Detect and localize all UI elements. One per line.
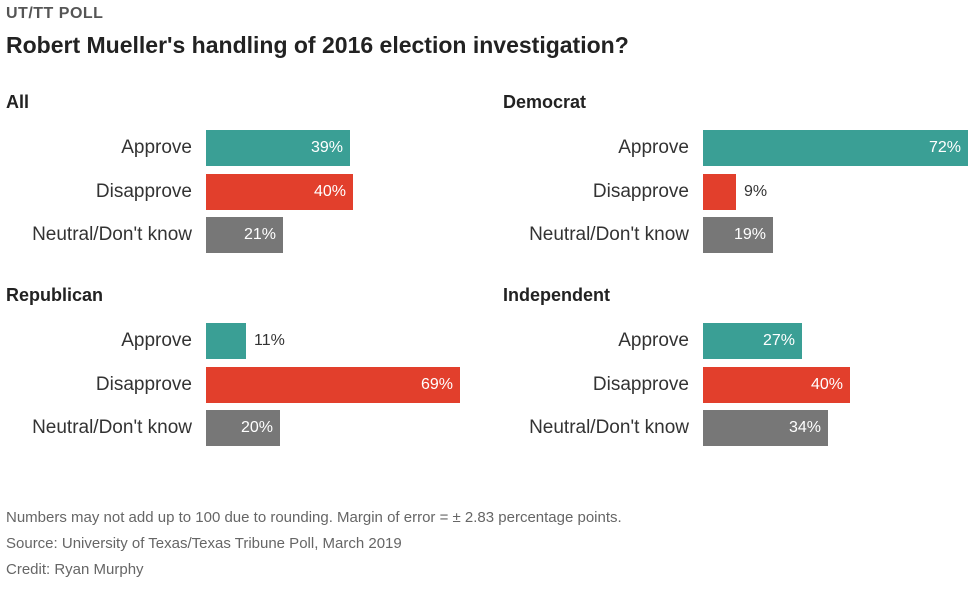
bar-value-label: 34% bbox=[788, 419, 821, 436]
bar-row: Neutral/Don't know 21% bbox=[6, 217, 496, 253]
panel-title: All bbox=[6, 92, 30, 112]
chart-title: Robert Mueller's handling of 2016 electi… bbox=[6, 32, 629, 58]
bar-row: Disapprove 69% bbox=[6, 367, 496, 403]
bar-neutral-don-t-know bbox=[206, 410, 280, 446]
chart-kicker: UT/TT POLL bbox=[6, 5, 104, 22]
bar-row: Disapprove 40% bbox=[503, 367, 980, 403]
bar-value-label: 72% bbox=[928, 139, 961, 156]
bar-value-label: 40% bbox=[810, 376, 843, 393]
bar-row: Disapprove 40% bbox=[6, 174, 496, 210]
bar-approve bbox=[206, 130, 350, 166]
bar-row: Disapprove 9% bbox=[503, 174, 980, 210]
panel-republican: Republican Approve 11% Disapprove 69% Neutral… bbox=[6, 285, 496, 470]
bar-row: Approve 39% bbox=[6, 130, 496, 166]
category-label: Approve bbox=[121, 330, 192, 351]
bar-disapprove bbox=[206, 367, 460, 403]
panel-title: Republican bbox=[6, 285, 104, 305]
bar-value-label: 40% bbox=[313, 183, 346, 200]
footer-note: Numbers may not add up to 100 due to rou… bbox=[6, 509, 622, 526]
bar-neutral-don-t-know bbox=[703, 410, 828, 446]
category-label: Neutral/Don't know bbox=[529, 417, 689, 438]
bar-value-label: 21% bbox=[243, 226, 276, 243]
bar-neutral-don-t-know bbox=[703, 217, 773, 253]
panel-all: All Approve 39% Disapprove 40% Neutral/Don't … bbox=[6, 92, 496, 277]
footer-credit: Credit: Ryan Murphy bbox=[6, 561, 144, 578]
category-label: Disapprove bbox=[592, 181, 689, 202]
panel-democrat: Democrat Approve 72% Disapprove 9% Neutral/Do… bbox=[503, 92, 980, 277]
bar-value-label: 69% bbox=[420, 376, 453, 393]
bar-neutral-don-t-know bbox=[206, 217, 283, 253]
bar-approve bbox=[703, 323, 802, 359]
bar-row: Approve 27% bbox=[503, 323, 980, 359]
category-label: Disapprove bbox=[592, 374, 689, 395]
bar-disapprove bbox=[703, 367, 850, 403]
bar-value-label: 11% bbox=[254, 332, 285, 349]
panel-independent: Independent Approve 27% Disapprove 40% Neutra… bbox=[503, 285, 980, 470]
bar-row: Approve 11% bbox=[6, 323, 496, 359]
panel-title: Democrat bbox=[503, 92, 587, 112]
category-label: Disapprove bbox=[95, 374, 192, 395]
bar-value-label: 19% bbox=[733, 226, 766, 243]
panel-title: Independent bbox=[503, 285, 610, 305]
bar-approve bbox=[703, 130, 968, 166]
bar-row: Approve 72% bbox=[503, 130, 980, 166]
category-label: Disapprove bbox=[95, 181, 192, 202]
footer-source: Source: University of Texas/Texas Tribun… bbox=[6, 535, 402, 552]
category-label: Neutral/Don't know bbox=[32, 417, 192, 438]
bar-row: Neutral/Don't know 20% bbox=[6, 410, 496, 446]
category-label: Approve bbox=[618, 330, 689, 351]
bar-row: Neutral/Don't know 19% bbox=[503, 217, 980, 253]
bar-approve bbox=[206, 323, 246, 359]
bar-value-label: 27% bbox=[762, 332, 795, 349]
bar-disapprove bbox=[206, 174, 353, 210]
bar-value-label: 39% bbox=[310, 139, 343, 156]
bar-disapprove bbox=[703, 174, 736, 210]
category-label: Neutral/Don't know bbox=[529, 224, 689, 245]
bar-value-label: 9% bbox=[744, 183, 768, 200]
bar-row: Neutral/Don't know 34% bbox=[503, 410, 980, 446]
category-label: Neutral/Don't know bbox=[32, 224, 192, 245]
category-label: Approve bbox=[121, 137, 192, 158]
category-label: Approve bbox=[618, 137, 689, 158]
bar-value-label: 20% bbox=[240, 419, 273, 436]
